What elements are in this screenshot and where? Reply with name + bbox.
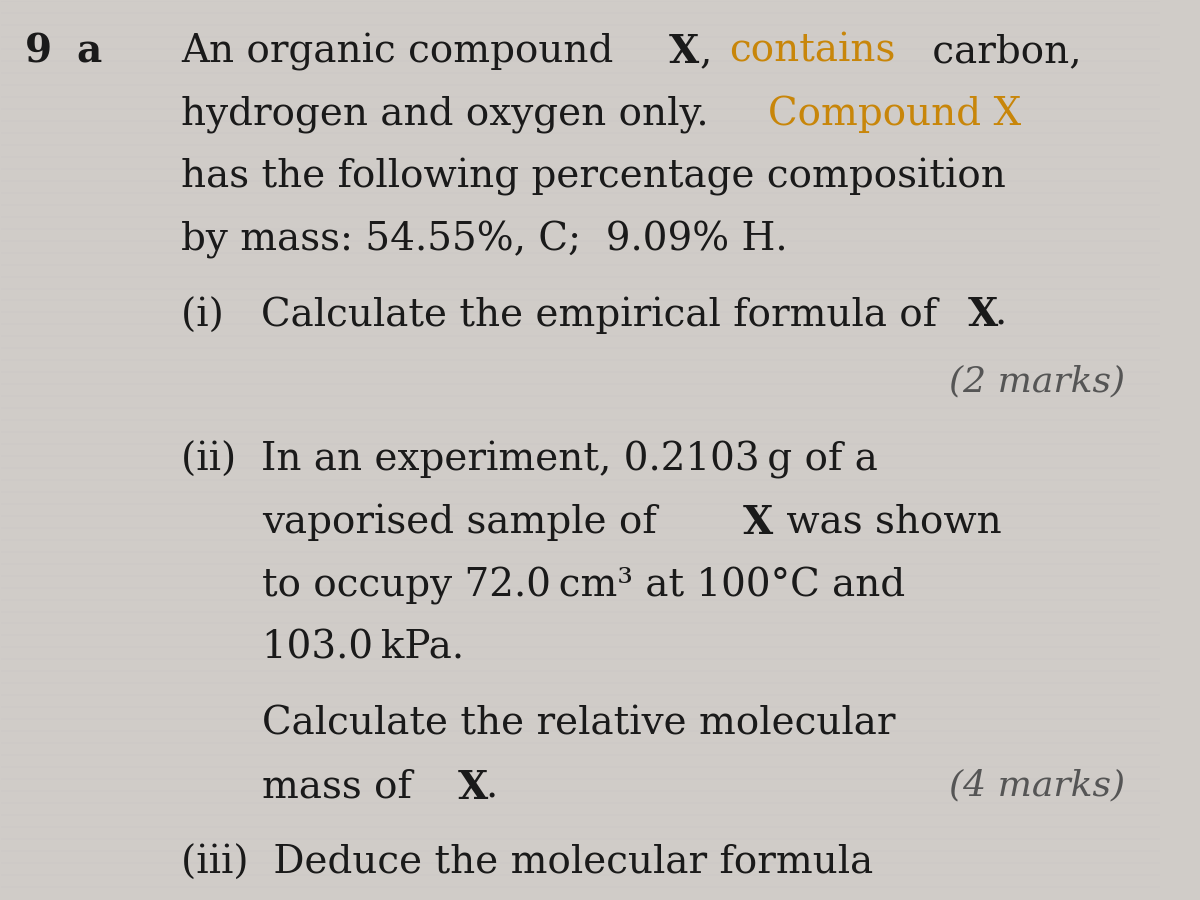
Text: .: . bbox=[486, 769, 498, 806]
Text: (ii)  In an experiment, 0.2103 g of a: (ii) In an experiment, 0.2103 g of a bbox=[181, 441, 877, 480]
Text: contains: contains bbox=[728, 32, 895, 70]
Text: Compound X: Compound X bbox=[768, 95, 1021, 133]
Text: to occupy 72.0 cm³ at 100°C and: to occupy 72.0 cm³ at 100°C and bbox=[262, 567, 905, 605]
Text: X: X bbox=[743, 504, 773, 542]
Text: vaporised sample of: vaporised sample of bbox=[262, 504, 670, 541]
Text: mass of: mass of bbox=[262, 769, 425, 806]
Text: has the following percentage composition: has the following percentage composition bbox=[181, 158, 1006, 196]
Text: X: X bbox=[668, 32, 698, 71]
Text: Calculate the relative molecular: Calculate the relative molecular bbox=[262, 706, 895, 742]
Text: 9: 9 bbox=[24, 32, 52, 71]
Text: (i)   Calculate the empirical formula of: (i) Calculate the empirical formula of bbox=[181, 296, 949, 334]
Text: (2 marks): (2 marks) bbox=[949, 364, 1124, 399]
Text: ,: , bbox=[700, 32, 725, 70]
Text: was shown: was shown bbox=[774, 504, 1002, 541]
Text: An organic compound: An organic compound bbox=[181, 32, 625, 71]
Text: by mass: 54.55%, C;  9.09% H.: by mass: 54.55%, C; 9.09% H. bbox=[181, 221, 787, 259]
Text: X: X bbox=[457, 769, 488, 806]
Text: (4 marks): (4 marks) bbox=[949, 769, 1124, 803]
Text: (iii)  Deduce the molecular formula: (iii) Deduce the molecular formula bbox=[181, 845, 874, 882]
Text: .: . bbox=[994, 296, 1007, 333]
Text: a: a bbox=[77, 32, 102, 71]
Text: carbon,: carbon, bbox=[920, 32, 1081, 70]
Text: X: X bbox=[967, 296, 997, 334]
Text: hydrogen and oxygen only.: hydrogen and oxygen only. bbox=[181, 95, 721, 133]
Text: 103.0 kPa.: 103.0 kPa. bbox=[262, 629, 464, 666]
